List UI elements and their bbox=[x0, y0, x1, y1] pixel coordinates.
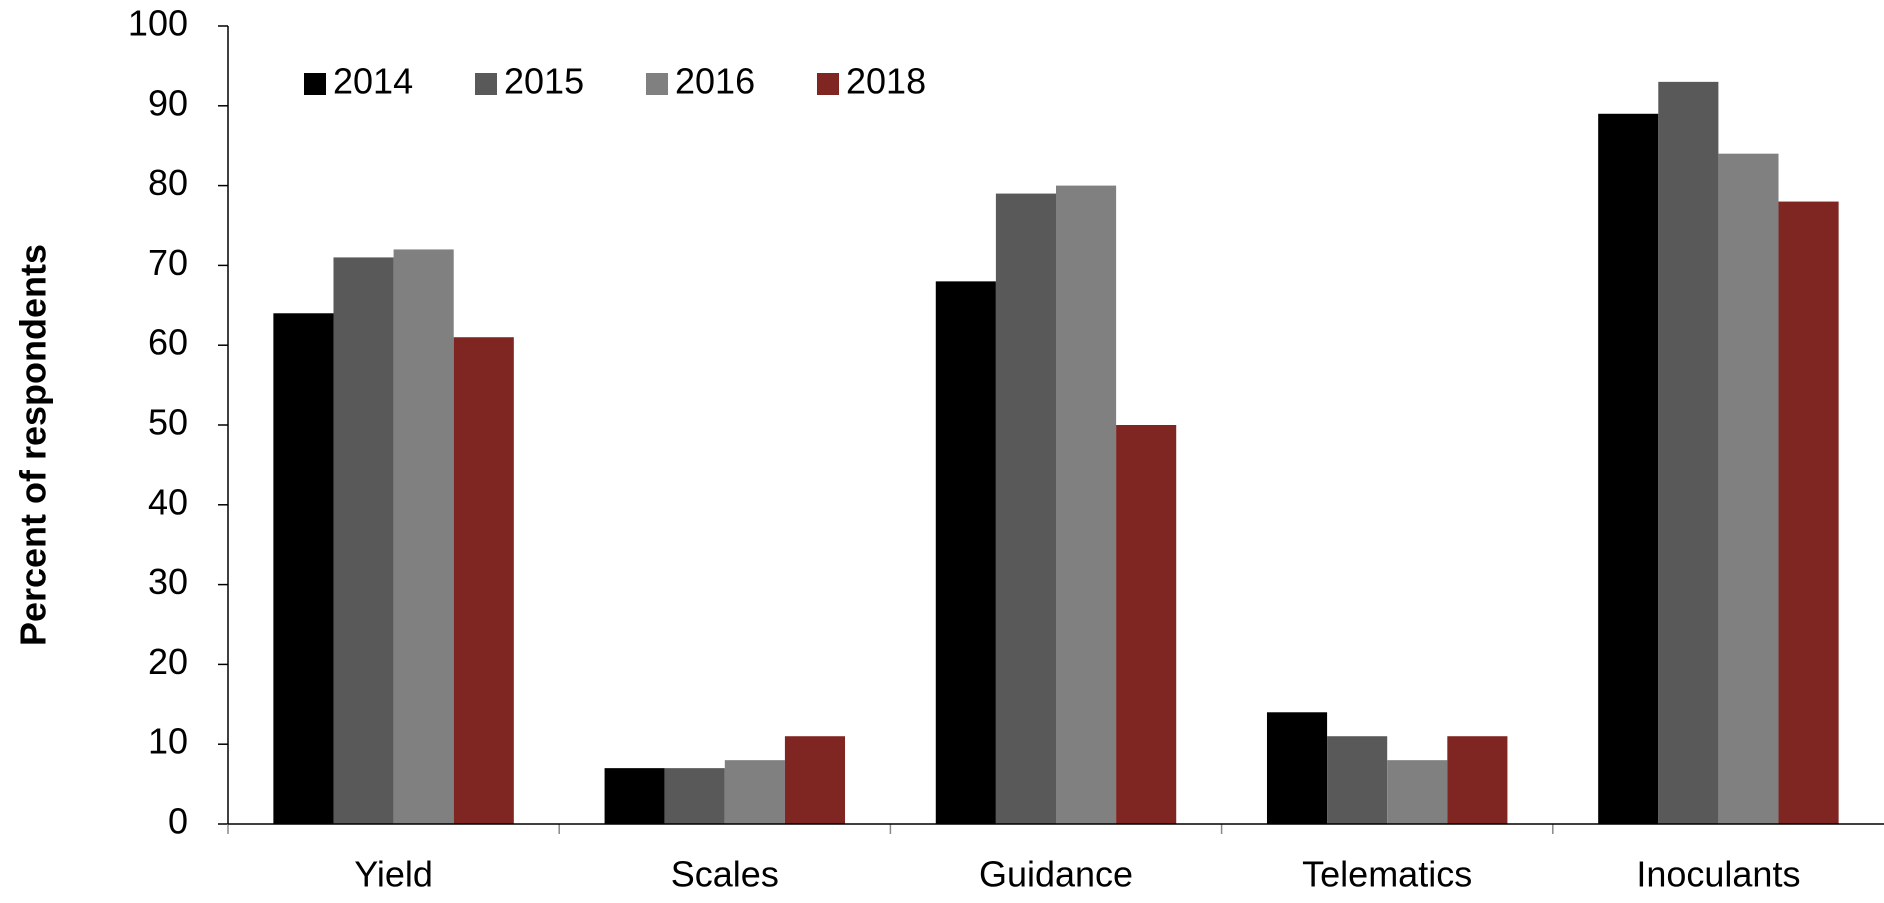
y-tick-label: 40 bbox=[148, 481, 188, 522]
bar bbox=[935, 281, 996, 824]
bar bbox=[393, 249, 454, 824]
bar bbox=[1447, 736, 1508, 824]
bar bbox=[784, 736, 846, 824]
y-tick-label: 20 bbox=[148, 641, 188, 682]
y-tick-label: 70 bbox=[148, 242, 188, 283]
x-tick-label: Yield bbox=[354, 854, 433, 895]
legend-swatch bbox=[475, 73, 497, 95]
bar bbox=[1658, 81, 1719, 825]
legend-label: 2016 bbox=[675, 61, 755, 102]
y-tick-label: 0 bbox=[168, 801, 188, 842]
y-tick-label: 50 bbox=[148, 402, 188, 443]
bar bbox=[1387, 760, 1448, 824]
x-tick-label: Inoculants bbox=[1636, 854, 1800, 895]
bar bbox=[664, 768, 725, 824]
bar bbox=[1056, 185, 1117, 825]
bar bbox=[1778, 201, 1839, 824]
y-tick-label: 80 bbox=[148, 162, 188, 203]
bar bbox=[995, 193, 1056, 824]
bar bbox=[453, 337, 514, 824]
x-tick-label: Guidance bbox=[979, 854, 1133, 895]
legend-swatch bbox=[817, 73, 839, 95]
bar bbox=[333, 257, 394, 824]
bar bbox=[604, 768, 665, 824]
bar bbox=[1116, 425, 1177, 824]
legend-swatch bbox=[304, 73, 326, 95]
bar bbox=[1718, 153, 1779, 824]
y-axis-label: Percent of respondents bbox=[13, 244, 54, 646]
legend-label: 2018 bbox=[846, 61, 926, 102]
legend-swatch bbox=[646, 73, 668, 95]
bar bbox=[1327, 736, 1388, 824]
y-tick-label: 100 bbox=[128, 3, 188, 44]
x-tick-label: Scales bbox=[671, 854, 779, 895]
y-tick-label: 60 bbox=[148, 322, 188, 363]
legend-label: 2015 bbox=[504, 61, 584, 102]
x-tick-label: Telematics bbox=[1302, 854, 1472, 895]
bar bbox=[1266, 712, 1328, 824]
y-tick-label: 30 bbox=[148, 561, 188, 602]
bar bbox=[724, 760, 785, 824]
bar bbox=[273, 313, 334, 824]
legend-label: 2014 bbox=[333, 61, 413, 102]
y-tick-label: 90 bbox=[148, 82, 188, 123]
bar bbox=[1598, 113, 1659, 824]
y-tick-label: 10 bbox=[148, 721, 188, 762]
